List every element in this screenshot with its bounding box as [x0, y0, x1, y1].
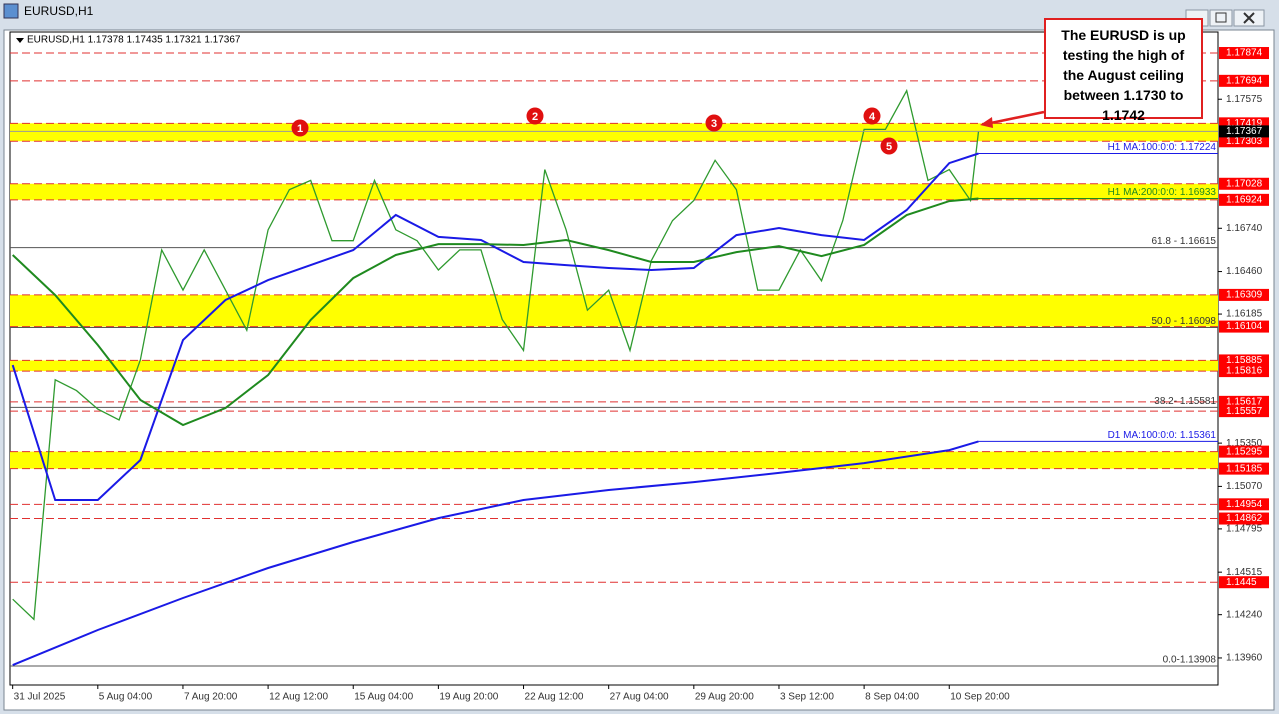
x-tick-label: 22 Aug 12:00 [525, 692, 584, 703]
price-label: 1.15557 [1226, 406, 1263, 417]
marker-label: 3 [711, 118, 717, 130]
zone [10, 294, 1218, 327]
y-tick-label: 1.16185 [1226, 309, 1263, 320]
x-tick-label: 12 Aug 12:00 [269, 692, 328, 703]
fib-label: 61.8 - 1.16615 [1152, 236, 1217, 247]
price-label-bg [1219, 445, 1269, 458]
series-line [12, 440, 979, 667]
y-tick-label: 1.16460 [1226, 266, 1263, 277]
price-label-bg [1219, 177, 1269, 190]
price-label: 1.15816 [1226, 366, 1263, 377]
price-label: 1.14862 [1226, 513, 1263, 524]
marker-circle [291, 119, 309, 137]
series-line [12, 88, 980, 621]
plot: 61.8 - 1.16615 50.0 - 1.16098 38.2- 1.1558… [10, 52, 1218, 667]
fib-label: 0.0-1.13908 [1163, 655, 1217, 666]
price-label: 1.17694 [1226, 75, 1263, 86]
window-title: EURUSD,H1 [24, 4, 94, 18]
marker-circle [705, 114, 723, 132]
marker-label: 5 [886, 141, 892, 153]
price-label: 1.15885 [1226, 355, 1263, 366]
price-label: 1.1445 [1226, 577, 1257, 588]
price-label: 1.16309 [1226, 290, 1263, 301]
maximize-button[interactable] [1209, 9, 1233, 27]
price-label-bg [1219, 47, 1269, 60]
zone [10, 360, 1218, 372]
x-tick-label: 15 Aug 04:00 [354, 692, 413, 703]
ma-label: H1 MA:100:0:0: 1.17224 [1108, 142, 1217, 153]
series-line [12, 197, 979, 427]
ma-label: D1 MA:100:0:0: 1.15361 [1108, 430, 1217, 441]
price-label: 1.14954 [1226, 499, 1263, 510]
y-tick-label: 1.15070 [1226, 481, 1263, 492]
price-label-bg [1219, 135, 1269, 148]
price-label-bg [1219, 74, 1269, 87]
marker-label: 2 [532, 111, 538, 123]
y-tick-label: 1.17575 [1226, 94, 1263, 105]
price-label-bg [1219, 405, 1269, 418]
x-tick-label: 10 Sep 20:00 [950, 692, 1010, 703]
x-tick-label: 31 Jul 2025 [14, 692, 66, 703]
window-icon [3, 3, 19, 19]
y-tick-label: 1.13960 [1226, 653, 1263, 664]
price-label: 1.17367 [1226, 126, 1263, 137]
y-tick-label: 1.14795 [1226, 524, 1263, 535]
series-line [11, 152, 979, 501]
zone [10, 451, 1218, 469]
price-label-bg [1219, 193, 1269, 206]
fib-label: 50.0 - 1.16098 [1152, 316, 1217, 327]
annotation-arrowhead [980, 117, 993, 128]
fib-label: 38.2- 1.15581 [1154, 396, 1216, 407]
marker-circle [863, 107, 881, 125]
price-label: 1.15295 [1226, 446, 1263, 457]
price-label: 1.16924 [1226, 194, 1263, 205]
marker-circle [880, 137, 898, 155]
price-label: 1.15617 [1226, 396, 1263, 407]
y-tick-label: 1.16740 [1226, 223, 1263, 234]
price-label-bg [1219, 320, 1269, 333]
axes: 1.17575 1.16740 1.16460 1.16185 1.15350 1.150… [12, 47, 1269, 703]
price-label-bg [1219, 462, 1269, 475]
info-triangle [16, 38, 24, 43]
zone [10, 123, 1218, 142]
price-label-bg [1219, 512, 1269, 525]
x-tick-label: 19 Aug 20:00 [439, 692, 498, 703]
price-label: 1.17028 [1226, 178, 1263, 189]
y-tick-label: 1.14240 [1226, 609, 1263, 620]
price-label: 1.15185 [1226, 463, 1263, 474]
price-label-bg [1219, 125, 1269, 138]
annotation-box: The EURUSD is up testing the high of the… [1044, 18, 1203, 123]
x-tick-label: 3 Sep 12:00 [780, 692, 834, 703]
price-label-bg [1219, 498, 1269, 511]
x-tick-label: 8 Sep 04:00 [865, 692, 919, 703]
marker-label: 4 [869, 111, 876, 123]
x-tick-label: 29 Aug 20:00 [695, 692, 754, 703]
marker-circle [526, 107, 544, 125]
price-label-bg [1219, 365, 1269, 378]
y-tick-label: 1.14515 [1226, 567, 1263, 578]
x-tick-label: 27 Aug 04:00 [610, 692, 669, 703]
maximize-icon [1215, 12, 1227, 23]
ma-label: H1 MA:200:0:0: 1.16933 [1108, 187, 1217, 198]
x-tick-label: 7 Aug 20:00 [184, 692, 238, 703]
close-icon [1243, 12, 1255, 24]
price-label: 1.16104 [1226, 321, 1263, 332]
price-label-bg [1219, 117, 1269, 130]
price-label-bg [1219, 395, 1269, 408]
price-label-bg [1219, 354, 1269, 367]
price-label-bg [1219, 576, 1269, 589]
price-label: 1.17874 [1226, 48, 1263, 59]
zone [10, 183, 1218, 200]
info-line: EURUSD,H1 1.17378 1.17435 1.17321 1.1736… [27, 35, 241, 46]
marker-label: 1 [297, 123, 303, 135]
y-tick-label: 1.15350 [1226, 438, 1263, 449]
x-tick-label: 5 Aug 04:00 [99, 692, 153, 703]
price-label-bg [1219, 288, 1269, 301]
price-label: 1.17303 [1226, 136, 1263, 147]
price-label: 1.17419 [1226, 118, 1263, 129]
